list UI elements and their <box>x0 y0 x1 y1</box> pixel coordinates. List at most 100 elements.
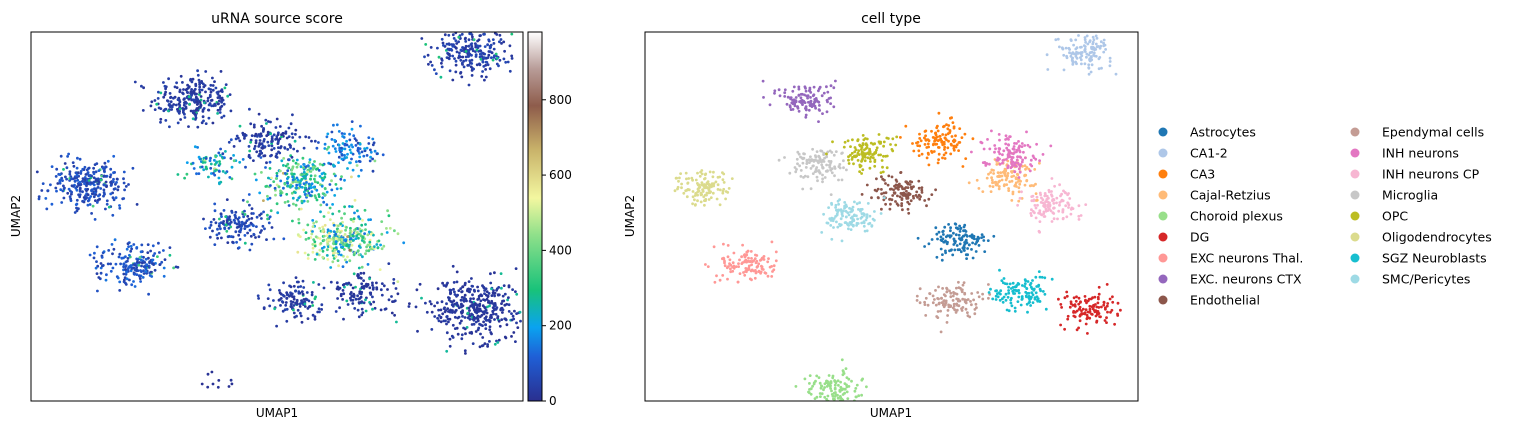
celltype-point <box>905 197 909 200</box>
celltype-point <box>1010 156 1014 159</box>
celltype-point <box>843 221 847 225</box>
score-point <box>76 171 80 175</box>
score-point <box>131 166 135 170</box>
score-point <box>330 138 334 141</box>
score-point <box>170 105 174 109</box>
celltype-point <box>680 186 683 190</box>
score-point <box>494 52 498 56</box>
score-point <box>474 317 478 320</box>
legend-label: OPC <box>1382 209 1408 224</box>
celltype-point <box>946 314 949 317</box>
celltype-point <box>821 166 825 170</box>
score-point <box>220 100 224 104</box>
score-point <box>323 193 327 197</box>
celltype-point <box>1060 306 1063 309</box>
celltype-point <box>820 384 824 388</box>
score-point <box>439 316 443 320</box>
celltype-point <box>809 102 813 106</box>
score-point <box>446 307 450 311</box>
celltype-point <box>1050 194 1054 198</box>
celltype-point <box>865 183 869 187</box>
score-point <box>269 209 273 213</box>
score-point <box>357 301 361 305</box>
score-point <box>322 286 326 290</box>
score-point <box>320 308 323 311</box>
score-point <box>44 197 48 200</box>
score-point <box>451 78 455 82</box>
score-point <box>213 243 217 247</box>
score-point <box>75 176 79 180</box>
score-point <box>264 185 268 188</box>
celltype-point <box>750 278 753 282</box>
celltype-point <box>860 215 864 219</box>
celltype-point <box>894 200 897 203</box>
score-point <box>163 258 167 261</box>
score-point <box>118 252 122 256</box>
score-point <box>309 194 312 197</box>
score-point <box>461 46 465 49</box>
score-point <box>228 222 232 225</box>
celltype-point <box>685 177 688 181</box>
celltype-point <box>687 177 691 180</box>
score-point <box>452 281 456 284</box>
celltype-point <box>909 199 913 203</box>
score-point <box>266 133 270 137</box>
score-point <box>49 183 52 187</box>
celltype-point <box>829 381 833 385</box>
score-point <box>253 147 256 151</box>
score-point <box>268 215 272 219</box>
celltype-point <box>1034 206 1038 210</box>
score-point <box>257 112 261 116</box>
celltype-point <box>1106 310 1109 314</box>
celltype-point <box>691 178 694 182</box>
celltype-point <box>804 107 808 111</box>
score-point <box>456 332 460 336</box>
score-point <box>371 283 374 287</box>
score-point <box>259 132 263 136</box>
score-point <box>427 62 430 66</box>
score-point <box>261 146 264 150</box>
score-point <box>480 75 484 78</box>
celltype-point <box>708 170 712 174</box>
score-point <box>132 280 135 283</box>
score-point <box>183 176 187 180</box>
score-point <box>322 238 326 242</box>
score-point <box>289 300 293 303</box>
score-point <box>209 223 213 227</box>
score-point <box>124 272 128 276</box>
celltype-point <box>840 397 844 401</box>
celltype-point <box>886 183 890 187</box>
celltype-point <box>732 251 736 255</box>
score-point <box>81 177 85 181</box>
celltype-point <box>938 138 941 142</box>
celltype-point <box>857 149 861 153</box>
score-point <box>396 232 400 236</box>
score-point <box>296 163 300 166</box>
celltype-point <box>873 160 877 164</box>
score-point <box>252 224 255 228</box>
score-point <box>248 228 252 232</box>
score-point <box>232 159 236 163</box>
score-point <box>94 193 98 196</box>
score-point <box>112 247 116 251</box>
score-point <box>445 302 448 306</box>
celltype-point <box>977 295 981 299</box>
legend-marker <box>1350 169 1360 179</box>
score-point <box>50 202 54 206</box>
celltype-point <box>1013 184 1017 188</box>
celltype-point <box>823 386 826 389</box>
score-point <box>241 221 244 225</box>
celltype-point <box>698 185 702 189</box>
legend-label: DG <box>1190 230 1209 245</box>
celltype-point <box>757 270 761 273</box>
score-point <box>60 201 64 204</box>
celltype-point <box>963 298 967 301</box>
score-point <box>367 142 371 145</box>
celltype-point <box>992 172 995 175</box>
score-point <box>499 307 503 310</box>
celltype-point <box>992 169 995 172</box>
score-point <box>200 165 204 169</box>
celltype-point <box>937 158 940 162</box>
score-point <box>107 205 111 209</box>
score-point <box>168 253 172 257</box>
